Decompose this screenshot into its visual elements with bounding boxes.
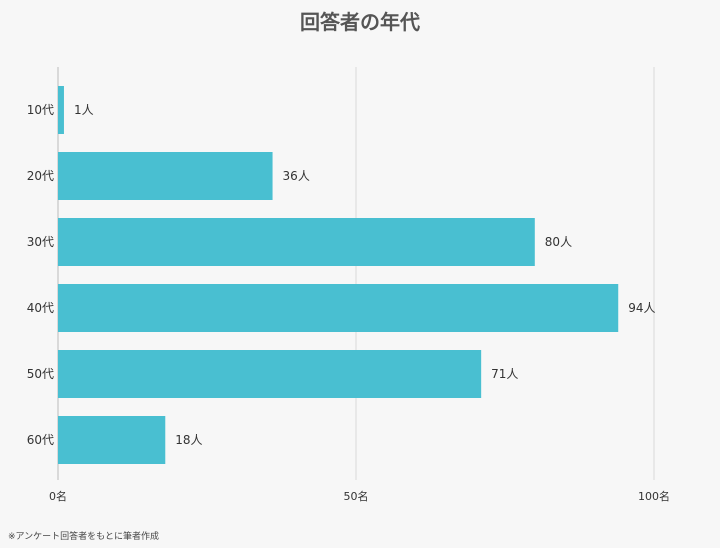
category-label: 60代 <box>27 433 54 447</box>
category-label: 30代 <box>27 235 54 249</box>
data-label: 18人 <box>175 433 202 447</box>
data-label: 71人 <box>491 367 518 381</box>
x-tick-label: 100名 <box>638 489 670 503</box>
bar <box>58 218 535 266</box>
data-label: 36人 <box>283 169 310 183</box>
bar <box>58 86 64 134</box>
category-label: 50代 <box>27 367 54 381</box>
bar <box>58 350 482 398</box>
category-label: 10代 <box>27 103 54 117</box>
chart-title: 回答者の年代 <box>300 10 420 34</box>
data-label: 94人 <box>628 301 655 315</box>
category-label: 20代 <box>27 169 54 183</box>
source-note: ※アンケート回答者をもとに筆者作成 <box>8 532 160 542</box>
bars <box>58 86 619 464</box>
category-label: 40代 <box>27 301 54 315</box>
bar <box>58 152 273 200</box>
x-tick-label: 0名 <box>49 489 67 503</box>
gridlines <box>57 67 655 480</box>
data-label: 80人 <box>545 235 572 249</box>
bar <box>58 284 619 332</box>
data-label: 1人 <box>74 103 94 117</box>
x-tick-label: 50名 <box>344 489 369 503</box>
labels: 0名 50名 100名 10代 1人 20代 36人 30代 80人 40代 94人 50代 71人 60… <box>27 103 670 503</box>
bar <box>58 416 166 464</box>
